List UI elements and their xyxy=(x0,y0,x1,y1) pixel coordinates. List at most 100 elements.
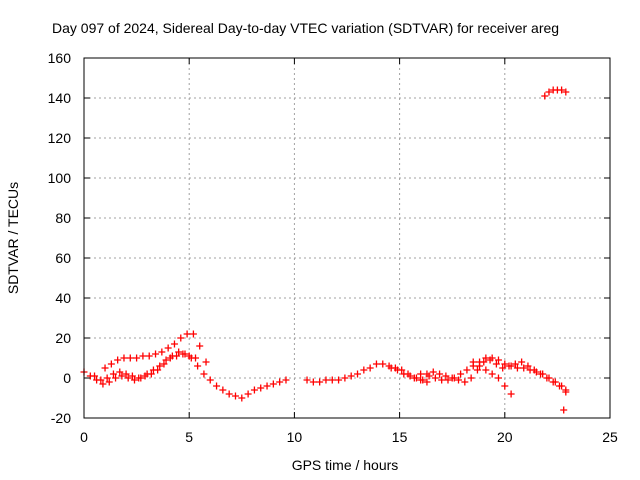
data-point xyxy=(541,92,549,100)
data-point xyxy=(206,376,214,384)
data-point xyxy=(160,360,168,368)
data-point xyxy=(118,372,126,380)
data-point xyxy=(360,366,368,374)
data-point xyxy=(494,374,502,382)
series-outlier xyxy=(560,406,568,414)
y-tick-label: 120 xyxy=(48,130,72,146)
plot-frame xyxy=(83,57,611,419)
data-layer xyxy=(80,86,570,414)
series-track-b xyxy=(101,330,210,372)
data-point xyxy=(109,370,117,378)
data-point xyxy=(387,364,395,372)
data-point xyxy=(238,394,246,402)
data-point xyxy=(473,366,481,374)
data-point xyxy=(335,376,343,384)
data-point xyxy=(145,352,153,360)
data-point xyxy=(105,378,113,386)
data-point xyxy=(438,376,446,384)
data-point xyxy=(114,356,122,364)
data-point xyxy=(543,374,551,382)
data-point xyxy=(219,386,227,394)
data-point xyxy=(513,364,521,372)
data-point xyxy=(556,382,564,390)
x-tick-label: 25 xyxy=(602,429,618,445)
data-point xyxy=(518,358,526,366)
data-point xyxy=(116,368,124,376)
data-point xyxy=(347,372,355,380)
data-point xyxy=(412,374,420,382)
data-point xyxy=(494,356,502,364)
x-tick-label: 0 xyxy=(80,429,88,445)
data-point xyxy=(177,334,185,342)
data-point xyxy=(103,374,111,382)
series-track-d xyxy=(303,360,431,386)
data-point xyxy=(448,374,456,382)
data-point xyxy=(263,382,271,390)
data-point xyxy=(457,370,465,378)
data-point xyxy=(560,406,568,414)
data-point xyxy=(152,350,160,358)
data-point xyxy=(524,362,532,370)
data-point xyxy=(393,366,401,374)
data-point xyxy=(488,370,496,378)
chart-title: Day 097 of 2024, Sidereal Day-to-day VTE… xyxy=(52,20,559,36)
data-point xyxy=(562,88,570,96)
data-point xyxy=(175,348,183,356)
data-point xyxy=(423,378,431,386)
data-point xyxy=(417,370,425,378)
data-point xyxy=(101,364,109,372)
data-point xyxy=(482,366,490,374)
series-track-a xyxy=(80,348,290,402)
y-axis-label: SDTVAR / TECUs xyxy=(5,182,21,294)
data-point xyxy=(213,382,221,390)
data-point xyxy=(124,374,132,382)
data-point xyxy=(185,352,193,360)
data-point xyxy=(372,360,380,368)
y-tick-label: 160 xyxy=(48,50,72,66)
series-track-f xyxy=(417,356,570,396)
data-point xyxy=(166,354,174,362)
data-point xyxy=(366,364,374,372)
data-point xyxy=(476,362,484,370)
data-point xyxy=(549,378,557,386)
data-point xyxy=(419,376,427,384)
data-point xyxy=(194,362,202,370)
data-point xyxy=(463,366,471,374)
data-point xyxy=(444,376,452,384)
ticks xyxy=(83,57,611,419)
data-point xyxy=(276,378,284,386)
series-track-h xyxy=(541,86,570,100)
data-point xyxy=(461,378,469,386)
data-point xyxy=(520,364,528,372)
data-point xyxy=(135,374,143,382)
data-point xyxy=(231,392,239,400)
data-point xyxy=(511,360,519,368)
data-point xyxy=(303,376,311,384)
data-point xyxy=(341,374,349,382)
data-point xyxy=(133,354,141,362)
x-tick-labels: 0 5 10 15 20 25 xyxy=(80,429,618,445)
data-point xyxy=(112,374,120,382)
data-point xyxy=(139,352,147,360)
data-point xyxy=(120,354,128,362)
data-point xyxy=(244,390,252,398)
data-point xyxy=(196,342,204,350)
data-point xyxy=(400,370,408,378)
data-point xyxy=(429,368,437,376)
y-tick-label: 60 xyxy=(55,250,71,266)
data-point xyxy=(505,362,513,370)
data-point xyxy=(250,386,258,394)
data-point xyxy=(97,376,105,384)
data-point xyxy=(316,378,324,386)
data-point xyxy=(91,372,99,380)
data-point xyxy=(162,356,170,364)
data-point xyxy=(482,354,490,362)
series-track-c xyxy=(91,350,200,384)
y-tick-labels: -20 0 20 40 60 80 100 120 140 160 xyxy=(48,50,72,426)
y-tick-label: 140 xyxy=(48,90,72,106)
data-point xyxy=(423,370,431,378)
data-point xyxy=(141,372,149,380)
data-point xyxy=(183,330,191,338)
data-point xyxy=(130,376,138,384)
